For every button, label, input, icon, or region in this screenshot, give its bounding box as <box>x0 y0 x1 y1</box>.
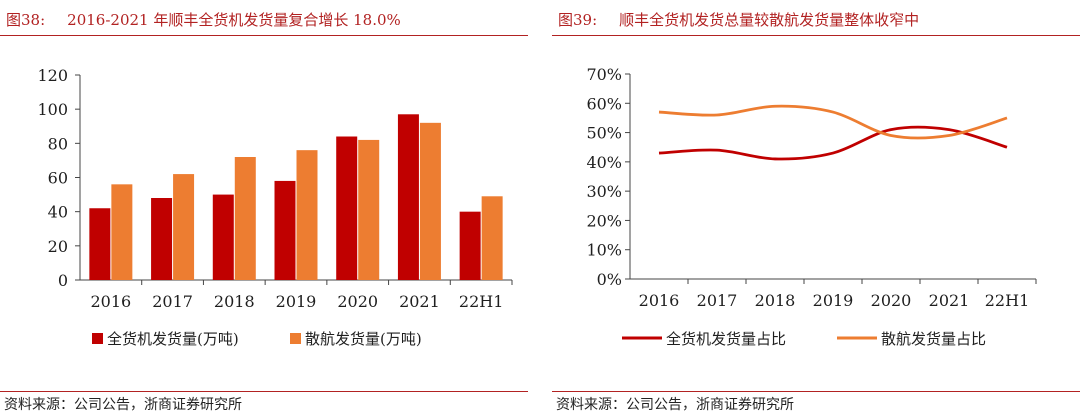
y-tick-label: 10% <box>586 241 622 260</box>
legend-label: 散航发货量占比 <box>881 330 986 348</box>
figure-title-text: 2016-2021 年顺丰全货机发货量复合增长 18.0% <box>67 11 401 29</box>
bar-chart-panel: 图38: 2016-2021 年顺丰全货机发货量复合增长 18.0% 0 20 40 6… <box>0 0 528 416</box>
bar-belly <box>173 174 195 280</box>
x-tick-label: 2019 <box>813 291 854 310</box>
bar-belly <box>111 184 133 280</box>
legend-label: 散航发货量(万吨) <box>305 330 422 348</box>
series-line-belly <box>658 104 1008 140</box>
y-tick-label: 0% <box>597 270 622 289</box>
x-tick-label: 2021 <box>929 291 970 310</box>
y-tick-label: 30% <box>586 182 622 201</box>
title-rule <box>0 35 528 36</box>
source-note: 资料来源：公司公告，浙商证券研究所 <box>4 397 242 413</box>
y-tick-label: 0 <box>58 271 68 290</box>
figure-title: 图39: 顺丰全货机发货总量较散航发货量整体收窄中 <box>558 9 919 30</box>
y-tick-label: 60 <box>48 169 68 188</box>
figure-title: 图38: 2016-2021 年顺丰全货机发货量复合增长 18.0% <box>6 9 401 30</box>
bar-belly <box>234 157 256 280</box>
y-tick-label: 60% <box>586 94 622 113</box>
source-rule <box>552 391 1080 392</box>
bar-freighter <box>89 208 111 280</box>
figure-title-text: 顺丰全货机发货总量较散航发货量整体收窄中 <box>619 11 920 29</box>
x-tick-label: 2017 <box>152 292 193 311</box>
legend-label: 全货机发货量占比 <box>666 330 786 348</box>
x-tick-label: 2021 <box>399 292 440 311</box>
figure-number: 图39: <box>558 11 598 29</box>
x-tick-label: 2017 <box>697 291 738 310</box>
series-line-freighter <box>658 125 1008 161</box>
source-rule <box>0 391 528 392</box>
line-chart-panel: 图39: 顺丰全货机发货总量较散航发货量整体收窄中 0% 10% 20% 30% 40% 5… <box>552 0 1080 416</box>
bar-belly <box>481 196 503 280</box>
y-tick-label: 40 <box>48 203 68 222</box>
bar-freighter <box>151 198 173 280</box>
bar-belly <box>296 150 318 280</box>
bar-freighter <box>397 114 419 281</box>
y-tick-label: 70% <box>586 65 622 84</box>
x-tick-label: 2018 <box>755 291 796 310</box>
bar-freighter <box>459 211 481 280</box>
source-note: 资料来源：公司公告，浙商证券研究所 <box>556 397 794 413</box>
bar-chart: 0 20 40 60 80 100 120 2016 2017 2018 2019 2020 2021 2… <box>37 66 513 348</box>
y-tick-label: 100 <box>37 100 68 119</box>
x-tick-label: 2019 <box>276 292 317 311</box>
bar-freighter <box>212 194 234 280</box>
title-rule <box>552 35 1080 36</box>
line-chart: 0% 10% 20% 30% 40% 50% 60% 70% 2016 2017 2018 2019 2… <box>586 65 1037 348</box>
y-tick-label: 80 <box>48 134 68 153</box>
x-tick-label: 2016 <box>639 291 680 310</box>
bar-belly <box>358 139 380 280</box>
x-tick-label: 22H1 <box>459 292 504 311</box>
legend-label: 全货机发货量(万吨) <box>107 330 239 348</box>
x-tick-label: 22H1 <box>985 291 1030 310</box>
y-tick-label: 50% <box>586 124 622 143</box>
y-tick-label: 40% <box>586 153 622 172</box>
x-tick-label: 2016 <box>90 292 131 311</box>
bar-freighter <box>274 180 296 280</box>
figure-number: 图38: <box>6 11 46 29</box>
legend-swatch <box>290 333 301 344</box>
y-tick-label: 20% <box>586 211 622 230</box>
x-tick-label: 2020 <box>337 292 378 311</box>
y-tick-label: 120 <box>37 66 68 85</box>
bar-freighter <box>336 136 358 280</box>
y-tick-label: 20 <box>48 237 68 256</box>
legend-swatch <box>92 333 103 344</box>
x-tick-label: 2020 <box>871 291 912 310</box>
bar-belly <box>419 122 441 280</box>
x-tick-label: 2018 <box>214 292 255 311</box>
